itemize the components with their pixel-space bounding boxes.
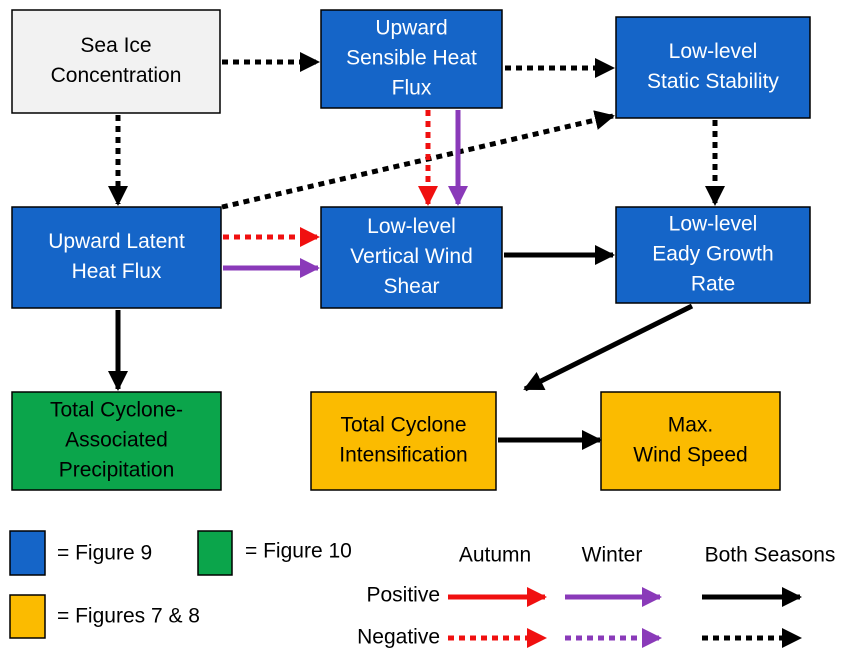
node-box: [11, 9, 221, 114]
node: Upward Sensible Heat Flux: [320, 9, 503, 109]
node: Upward Latent Heat Flux: [11, 206, 222, 309]
node-label: Low-level: [367, 215, 456, 238]
node-label: Precipitation: [59, 459, 175, 482]
node-label: Static Stability: [647, 70, 779, 93]
node-label: Heat Flux: [72, 260, 162, 283]
node-box: [615, 206, 811, 304]
node: Low-level Vertical Wind Shear: [320, 206, 503, 309]
node-label: Eady Growth: [652, 243, 773, 266]
legend-swatch: [9, 594, 46, 639]
arrow: [523, 303, 694, 392]
legend-header: Autumn: [459, 544, 531, 567]
legend-header: Both Seasons: [705, 544, 836, 567]
legend-label: = Figure 10: [245, 540, 352, 563]
legend-swatch: [197, 530, 233, 576]
legend-label: = Figures 7 & 8: [57, 605, 200, 628]
legend-label: = Figure 9: [57, 542, 152, 565]
node-box: [600, 391, 781, 491]
node-label: Vertical Wind: [350, 245, 473, 268]
node-box: [320, 206, 503, 309]
node-label: Flux: [392, 77, 432, 100]
legend-row-label: Positive: [366, 584, 440, 607]
legend: = Figure 9 = Figure 10 = Figures 7 & 8 A…: [9, 530, 836, 649]
node-label: Intensification: [339, 444, 467, 467]
node-label: Associated: [65, 429, 168, 452]
arrow: [221, 110, 615, 210]
node: Max. Wind Speed: [600, 391, 781, 491]
node-label: Upward: [375, 17, 447, 40]
node: Sea Ice Concentration: [11, 9, 221, 114]
arrows: [108, 52, 802, 648]
legend-row-label: Negative: [357, 626, 440, 649]
node-label: Low-level: [669, 213, 758, 236]
node-box: [310, 391, 497, 491]
node-box: [615, 16, 811, 119]
node-label: Max.: [668, 414, 714, 437]
node-label: Total Cyclone: [340, 414, 466, 437]
node-label: Rate: [691, 273, 735, 296]
node-label: Sensible Heat: [346, 47, 477, 70]
node-box: [11, 391, 222, 491]
legend-header: Winter: [582, 544, 643, 567]
node: Total Cyclone Intensification: [310, 391, 497, 491]
node-label: Upward Latent: [48, 230, 185, 253]
node-label: Sea Ice: [80, 34, 151, 57]
node-label: Shear: [383, 275, 439, 298]
node-label: Wind Speed: [633, 444, 747, 467]
node-box: [320, 9, 503, 109]
node: Total Cyclone- Associated Precipitation: [11, 391, 222, 491]
node: Low-level Eady Growth Rate: [615, 206, 811, 304]
node-label: Concentration: [51, 64, 182, 87]
legend-swatch: [9, 530, 46, 576]
node-box: [11, 206, 222, 309]
node-label: Low-level: [669, 40, 758, 63]
node-label: Total Cyclone-: [50, 399, 183, 422]
node: Low-level Static Stability: [615, 16, 811, 119]
